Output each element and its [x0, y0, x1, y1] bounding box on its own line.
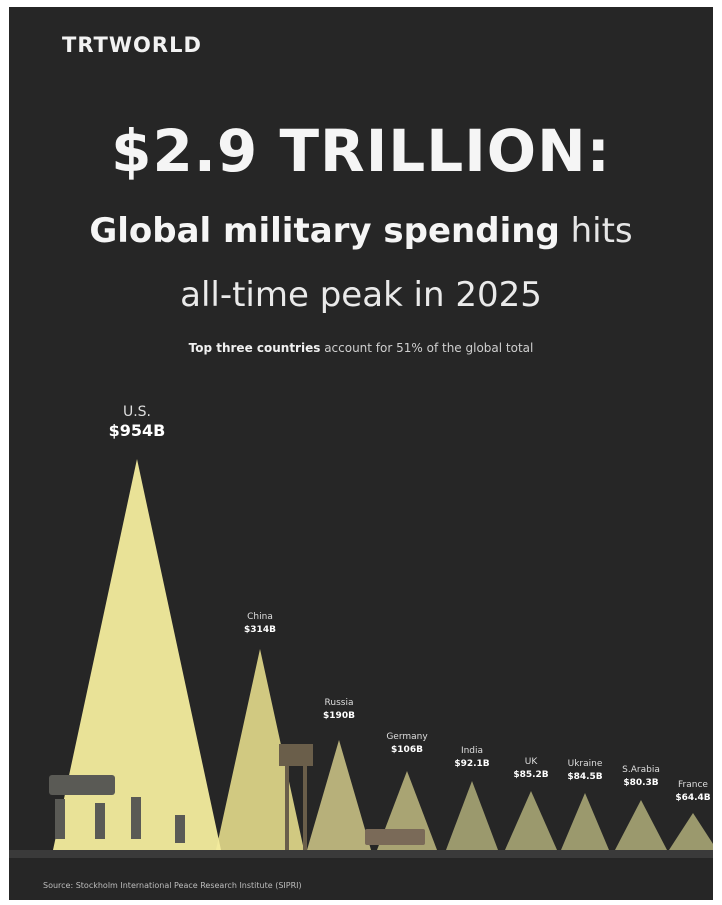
headline: $2.9 TRILLION:	[111, 117, 611, 185]
value-label: $80.3B	[623, 778, 658, 788]
tank-icon	[49, 775, 115, 795]
value-label: $106B	[391, 745, 423, 755]
value-label: $954B	[109, 421, 166, 440]
subtitle-line-1: Global military spending hits	[9, 211, 713, 251]
tagline: Top three countries account for 51% of t…	[9, 341, 713, 355]
soldier-icon	[55, 799, 65, 839]
soldier-icon	[95, 803, 105, 839]
peak-russia	[307, 740, 371, 850]
source-note: Source: Stockholm International Peace Re…	[43, 881, 302, 890]
chart-peaks	[53, 459, 713, 850]
value-label: $92.1B	[454, 759, 489, 769]
watchtower-icon	[279, 744, 313, 766]
country-label: France	[678, 780, 708, 790]
country-label: Germany	[386, 732, 428, 742]
subtitle-bold: Global military spending	[89, 211, 560, 251]
value-label: $85.2B	[513, 770, 548, 780]
country-label: S.Arabia	[622, 765, 660, 775]
value-label: $84.5B	[567, 772, 602, 782]
country-label: India	[461, 746, 483, 756]
subtitle-line-2: all-time peak in 2025	[180, 275, 542, 315]
tagline-rest: account for 51% of the global total	[320, 341, 534, 355]
value-label: $314B	[244, 625, 276, 635]
peak-china	[216, 649, 304, 850]
country-label: China	[247, 612, 273, 622]
spending-chart: U.S.$954B China $314B Russia $190B Germany $10…	[9, 404, 713, 858]
chart-labels: U.S.$954B China $314B Russia $190B Germany $10…	[109, 404, 711, 803]
value-label: $64.4B	[675, 793, 710, 803]
country-label: Ukraine	[568, 759, 603, 769]
ground-strip	[9, 850, 713, 858]
vehicle-icon	[365, 829, 425, 845]
country-label: Russia	[325, 698, 354, 708]
watchtower-icon	[285, 766, 289, 850]
peak-uk	[505, 791, 557, 850]
peak-us	[53, 459, 221, 850]
peak-india	[446, 781, 498, 850]
chart-decoration	[9, 744, 713, 858]
peak-ukraine	[561, 793, 609, 850]
peak-france	[669, 813, 713, 850]
infographic-poster: TRTWORLD $2.9 TRILLION: Global military …	[9, 7, 713, 900]
tagline-bold: Top three countries	[188, 341, 321, 355]
soldier-icon	[131, 797, 141, 839]
brand-logo: TRTWORLD	[62, 33, 202, 57]
watchtower-icon	[303, 766, 307, 850]
country-label: UK	[525, 757, 539, 767]
peak-sarabia	[615, 800, 667, 850]
soldier-icon	[175, 815, 185, 843]
subtitle-rest: hits	[559, 211, 633, 251]
value-label: $190B	[323, 711, 355, 721]
country-label: U.S.	[123, 404, 151, 420]
